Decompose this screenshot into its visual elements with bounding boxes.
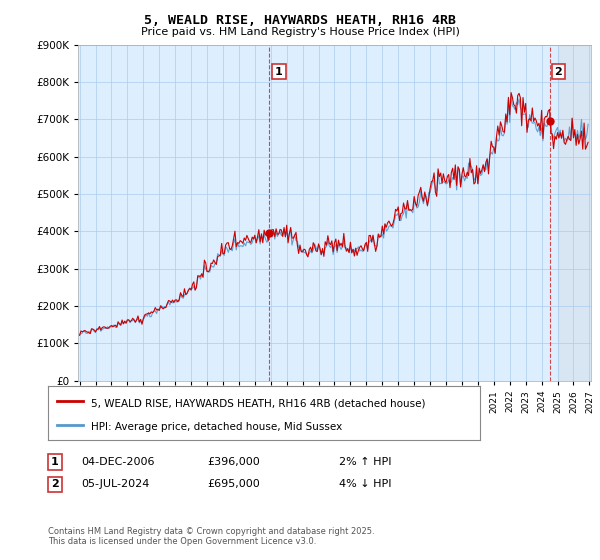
Text: 2: 2 [51, 479, 59, 489]
Text: £396,000: £396,000 [207, 457, 260, 467]
Text: £695,000: £695,000 [207, 479, 260, 489]
Text: 1: 1 [51, 457, 59, 467]
Text: 4% ↓ HPI: 4% ↓ HPI [339, 479, 391, 489]
Text: 2: 2 [554, 67, 562, 77]
Text: 2% ↑ HPI: 2% ↑ HPI [339, 457, 391, 467]
Text: HPI: Average price, detached house, Mid Sussex: HPI: Average price, detached house, Mid … [91, 422, 343, 432]
Text: 5, WEALD RISE, HAYWARDS HEATH, RH16 4RB (detached house): 5, WEALD RISE, HAYWARDS HEATH, RH16 4RB … [91, 398, 426, 408]
Text: 05-JUL-2024: 05-JUL-2024 [81, 479, 149, 489]
Text: 5, WEALD RISE, HAYWARDS HEATH, RH16 4RB: 5, WEALD RISE, HAYWARDS HEATH, RH16 4RB [144, 14, 456, 27]
Bar [557, 45, 598, 381]
Text: 04-DEC-2006: 04-DEC-2006 [81, 457, 155, 467]
Text: 1: 1 [275, 67, 283, 77]
Text: Contains HM Land Registry data © Crown copyright and database right 2025.
This d: Contains HM Land Registry data © Crown c… [48, 526, 374, 546]
Text: Price paid vs. HM Land Registry's House Price Index (HPI): Price paid vs. HM Land Registry's House … [140, 27, 460, 37]
